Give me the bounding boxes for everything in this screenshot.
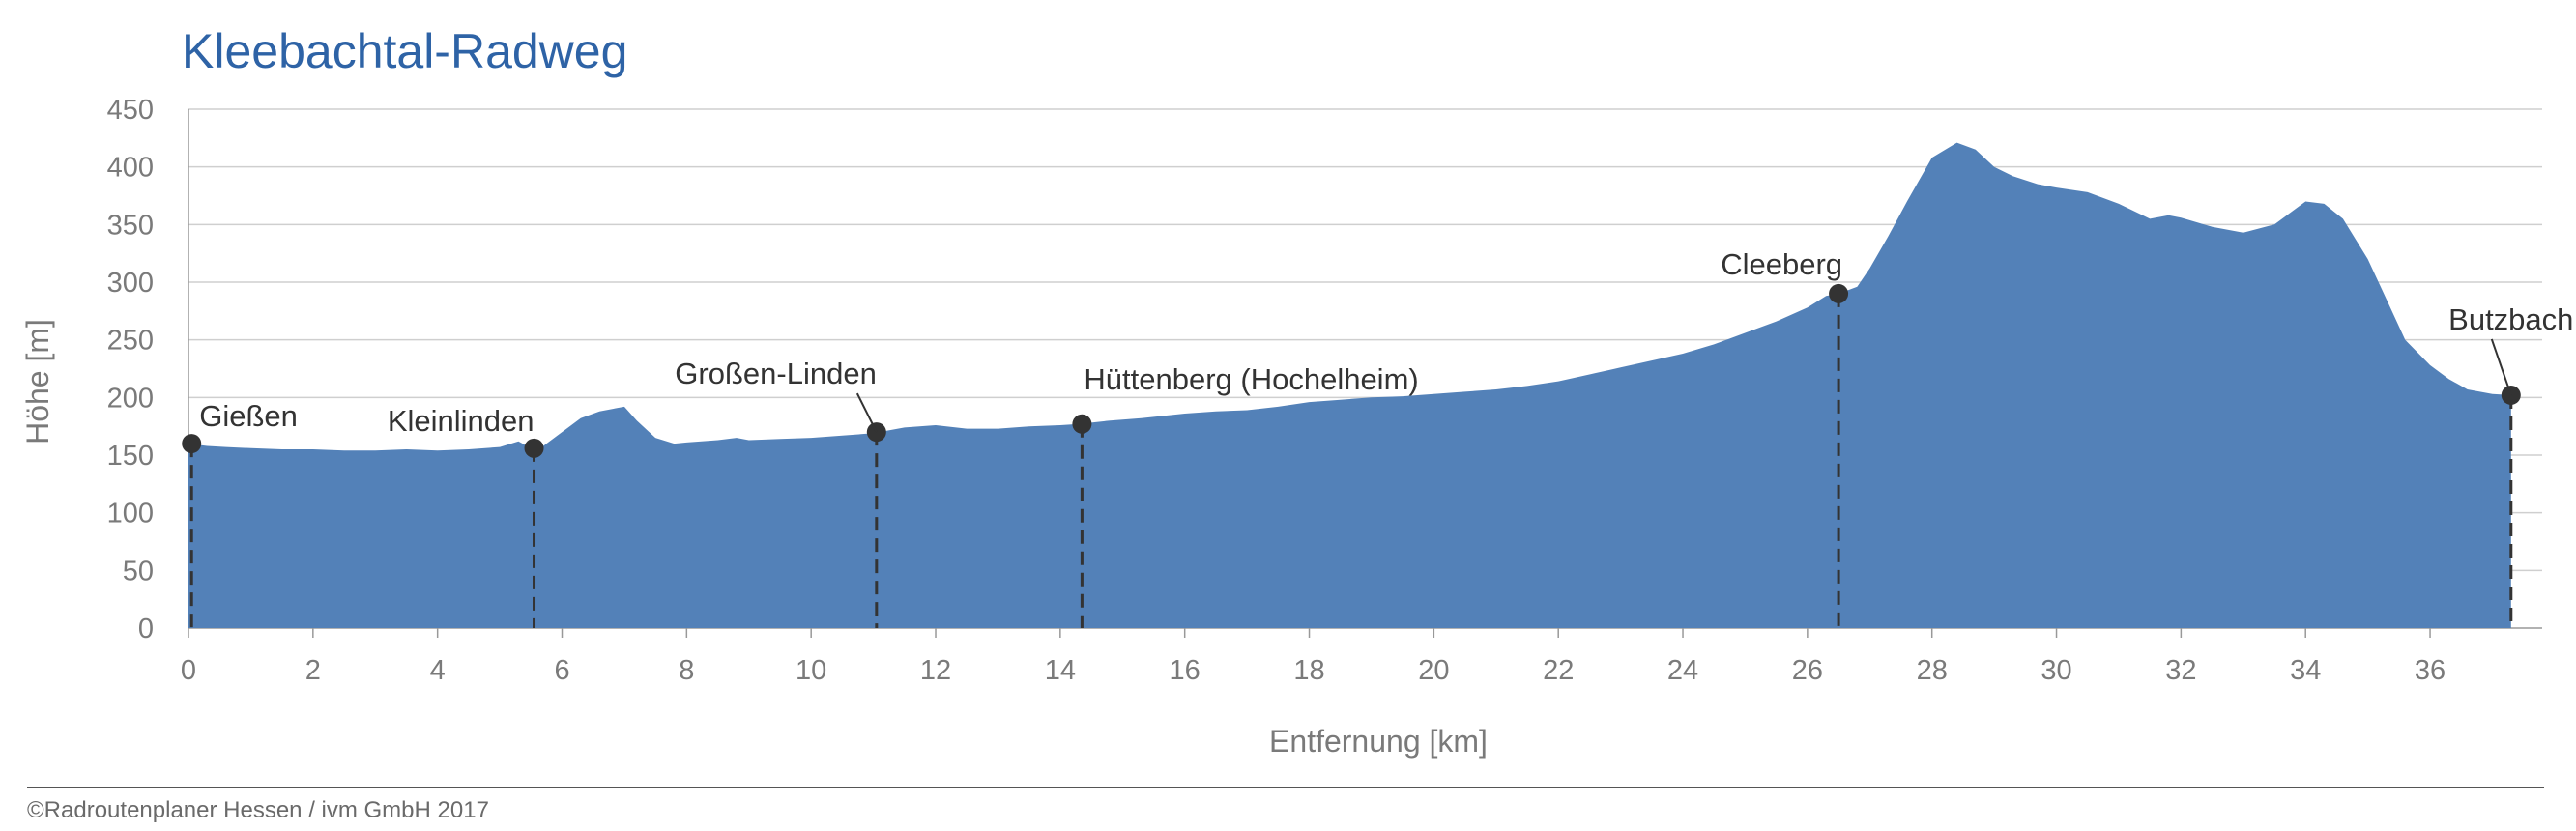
x-tick-label: 14 <box>1045 655 1076 686</box>
x-tick-label: 34 <box>2290 655 2321 686</box>
waypoint-marker <box>1072 414 1092 434</box>
x-tick-label: 32 <box>2165 655 2196 686</box>
x-tick-label: 20 <box>1418 655 1449 686</box>
x-tick-label: 18 <box>1293 655 1324 686</box>
x-tick-label: 22 <box>1543 655 1574 686</box>
x-axis-label: Entfernung [km] <box>1269 724 1488 759</box>
y-tick-label: 350 <box>107 210 154 241</box>
y-tick-label: 300 <box>107 268 154 299</box>
waypoint-label: Kleinlinden <box>388 404 535 438</box>
y-tick-label: 450 <box>107 95 154 126</box>
waypoint-label: Hüttenberg (Hochelheim) <box>1084 362 1418 396</box>
y-tick-label: 200 <box>107 383 154 414</box>
waypoints-layer: Gießen Kleinlinden Großen-Linden Hüttenberg… <box>182 247 2573 628</box>
elevation-area-layer <box>188 142 2511 628</box>
x-tick-label: 16 <box>1170 655 1201 686</box>
x-tick-label: 30 <box>2041 655 2071 686</box>
x-tick-label: 2 <box>305 655 321 686</box>
waypoint-leader-line <box>855 392 878 433</box>
footer-credit: ©Radroutenplaner Hessen / ivm GmbH 2017 <box>27 797 489 823</box>
y-axis-label: Höhe [m] <box>20 319 55 444</box>
waypoint-marker <box>182 434 202 454</box>
waypoint-label: Gießen <box>199 399 298 433</box>
chart-title: Kleebachtal-Radweg <box>182 24 627 78</box>
y-tick-label: 0 <box>138 614 154 645</box>
x-tick-label: 6 <box>554 655 569 686</box>
x-tick-label: 28 <box>1917 655 1948 686</box>
y-tick-label: 400 <box>107 153 154 184</box>
waypoint-label: Großen-Linden <box>675 357 877 390</box>
x-tick-label: 36 <box>2415 655 2446 686</box>
x-tick-label: 26 <box>1792 655 1823 686</box>
y-tick-label: 100 <box>107 499 154 530</box>
elevation-area <box>188 142 2511 628</box>
waypoint-marker <box>1829 283 1849 303</box>
x-tick-label: 0 <box>181 655 196 686</box>
y-tick-label: 250 <box>107 326 154 357</box>
waypoint-label: Cleeberg <box>1721 247 1842 281</box>
x-tick-label: 4 <box>430 655 446 686</box>
waypoint-label: Butzbach <box>2448 302 2573 336</box>
waypoint-leader-line <box>2490 338 2512 396</box>
x-tick-label: 8 <box>679 655 694 686</box>
y-tick-label: 150 <box>107 441 154 472</box>
y-tick-label: 50 <box>123 556 154 587</box>
x-tick-label: 12 <box>920 655 951 686</box>
x-tick-label: 24 <box>1667 655 1698 686</box>
waypoint-marker <box>524 438 544 458</box>
x-tick-label: 10 <box>796 655 826 686</box>
